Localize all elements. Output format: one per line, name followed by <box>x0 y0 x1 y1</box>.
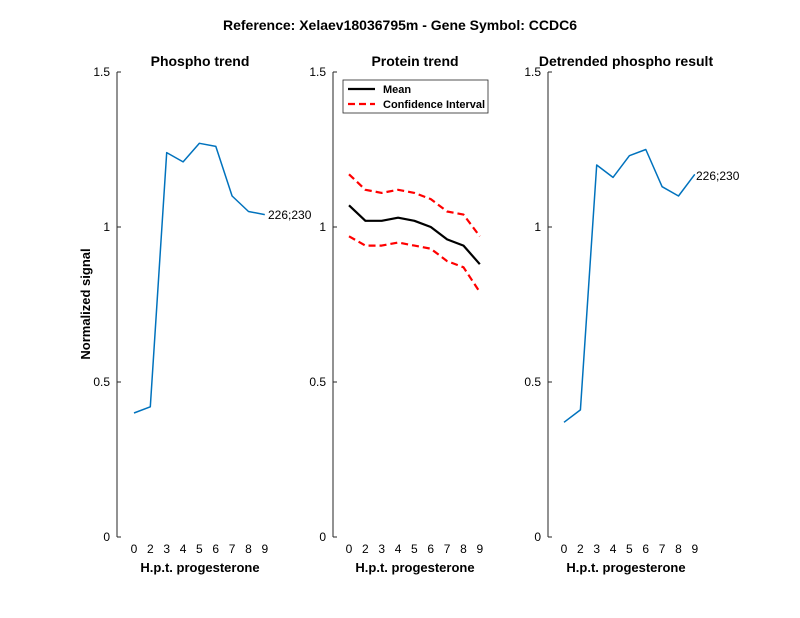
legend-mean-label: Mean <box>383 84 411 96</box>
x-tick-label: 2 <box>147 542 154 556</box>
series-line-1 <box>348 173 481 237</box>
x-tick-label: 4 <box>180 542 187 556</box>
legend-ci-label: Confidence Interval <box>383 99 485 111</box>
y-tick-label: 1.5 <box>309 65 326 79</box>
y-tick-label: 0 <box>319 530 326 544</box>
x-tick-label: 0 <box>346 542 353 556</box>
x-tick-label: 6 <box>427 542 434 556</box>
y-tick-label: 1.5 <box>524 65 541 79</box>
legend: Mean Confidence Interval <box>342 79 489 114</box>
y-tick-label: 0.5 <box>309 375 326 389</box>
panel-title: Detrended phospho result <box>539 53 714 69</box>
x-tick-label: 0 <box>131 542 138 556</box>
y-axis-ticks: 0 0.5 1 1.5 <box>309 65 337 544</box>
y-tick-label: 0.5 <box>93 375 110 389</box>
x-tick-label: 5 <box>411 542 418 556</box>
x-axis-label: H.p.t. progesterone <box>140 560 259 575</box>
legend-box <box>342 79 489 114</box>
x-tick-label: 4 <box>610 542 617 556</box>
y-axis-ticks: 0 0.5 1 1.5 <box>524 65 552 544</box>
y-tick-label: 1.5 <box>93 65 110 79</box>
x-tick-label: 9 <box>261 542 268 556</box>
series-line-0 <box>348 204 481 265</box>
plot-area <box>133 142 265 414</box>
series-annotation: 226;230 <box>696 169 740 183</box>
x-tick-label: 6 <box>212 542 219 556</box>
x-tick-label: 2 <box>577 542 584 556</box>
x-tick-label: 3 <box>378 542 385 556</box>
y-axis-label: Normalized signal <box>78 248 93 359</box>
series-line-2 <box>348 235 481 293</box>
y-tick-label: 1 <box>534 220 541 234</box>
x-tick-label: 5 <box>626 542 633 556</box>
y-tick-label: 1 <box>103 220 110 234</box>
panel-title: Protein trend <box>371 53 458 69</box>
y-tick-label: 0.5 <box>524 375 541 389</box>
x-tick-label: 4 <box>395 542 402 556</box>
x-tick-label: 7 <box>444 542 451 556</box>
x-tick-label: 8 <box>245 542 252 556</box>
x-tick-label: 9 <box>476 542 483 556</box>
x-tick-label: 9 <box>691 542 698 556</box>
x-tick-label: 8 <box>675 542 682 556</box>
plot-area <box>563 148 696 423</box>
series-line-0 <box>133 142 265 414</box>
x-tick-label: 6 <box>642 542 649 556</box>
y-tick-label: 1 <box>319 220 326 234</box>
x-tick-label: 2 <box>362 542 369 556</box>
series-line-0 <box>563 148 696 423</box>
panel-title: Phospho trend <box>151 53 250 69</box>
figure-suptitle: Reference: Xelaev18036795m - Gene Symbol… <box>223 17 577 33</box>
y-tick-label: 0 <box>534 530 541 544</box>
x-tick-label: 7 <box>659 542 666 556</box>
plot-area <box>348 173 481 293</box>
y-axis-ticks: 0 0.5 1 1.5 <box>93 65 121 544</box>
x-tick-label: 3 <box>163 542 170 556</box>
series-annotation: 226;230 <box>268 208 312 222</box>
x-axis-label: H.p.t. progesterone <box>355 560 474 575</box>
x-tick-label: 8 <box>460 542 467 556</box>
y-tick-label: 0 <box>103 530 110 544</box>
x-axis-label: H.p.t. progesterone <box>566 560 685 575</box>
x-tick-label: 5 <box>196 542 203 556</box>
x-tick-label: 7 <box>229 542 236 556</box>
x-tick-label: 0 <box>561 542 568 556</box>
x-tick-label: 3 <box>593 542 600 556</box>
